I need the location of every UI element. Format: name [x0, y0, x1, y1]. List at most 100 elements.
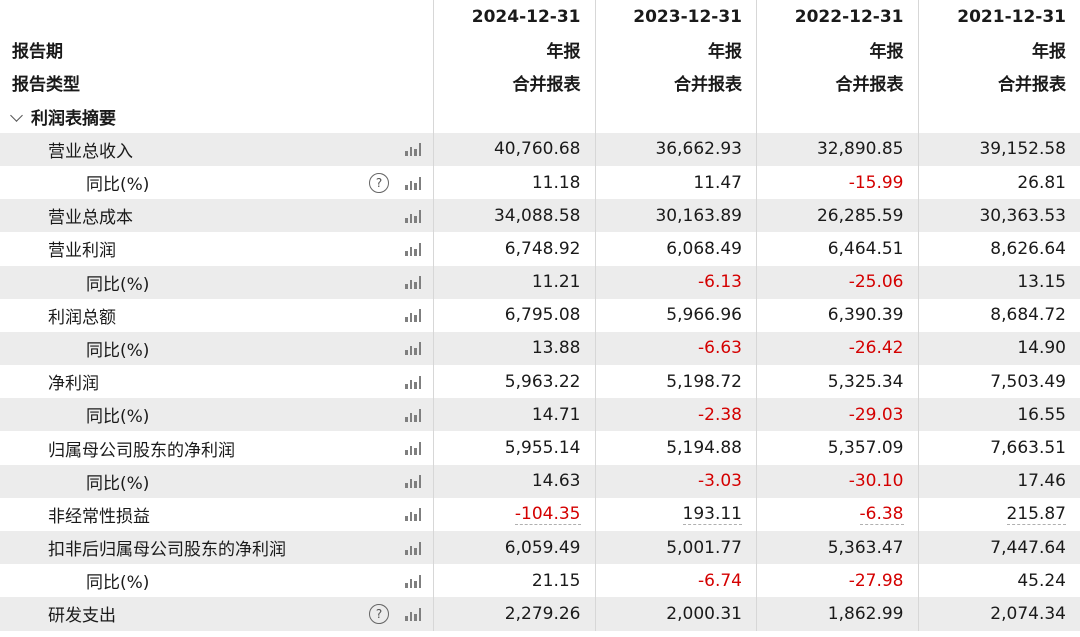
value-cell: 5,955.14 — [434, 431, 596, 465]
chevron-down-icon[interactable] — [10, 108, 23, 122]
cell-value: 39,152.58 — [979, 139, 1066, 160]
row-label: 同比(%) — [86, 573, 150, 594]
value-cell: 11.21 — [434, 265, 596, 299]
value-cell: 21.15 — [434, 564, 596, 598]
cell-value: -29.03 — [848, 404, 904, 425]
cell-value: 34,088.58 — [493, 205, 581, 226]
value-cell: 14.90 — [919, 332, 1080, 365]
bar-chart-icon[interactable] — [405, 408, 421, 422]
report-type-value: 合并报表 — [998, 75, 1066, 96]
value-cell: 5,966.96 — [596, 298, 757, 332]
bar-chart-icon[interactable] — [405, 242, 421, 256]
cell-value: -27.98 — [848, 570, 904, 591]
cell-value: 26,285.59 — [816, 205, 904, 226]
header-date[interactable]: 2021-12-31 — [957, 6, 1066, 27]
bar-chart-icon[interactable] — [405, 209, 421, 223]
cell-value: 5,963.22 — [504, 371, 581, 392]
value-cell: 8,626.64 — [919, 232, 1080, 265]
cell-value: 45.24 — [1017, 570, 1066, 591]
bar-chart-icon[interactable] — [405, 574, 421, 588]
bar-chart-icon[interactable] — [405, 607, 421, 621]
bar-chart-icon[interactable] — [405, 507, 421, 522]
cell-value: 1,862.99 — [827, 603, 904, 624]
header-date[interactable]: 2023-12-31 — [596, 0, 757, 34]
value-cell: 13.88 — [434, 331, 596, 366]
bar-chart-icon[interactable] — [405, 142, 421, 157]
table-row: 非经常性损益 -104.35 193.11 -6.38 215.87 — [0, 497, 1080, 531]
value-cell: 6,748.92 — [434, 232, 596, 266]
help-circle-icon[interactable]: ? — [369, 172, 389, 193]
row-label: 同比(%) — [86, 274, 150, 295]
header-label-cell — [0, 0, 434, 34]
cell-value: 36,662.93 — [655, 139, 742, 160]
cell-value: 7,663.51 — [990, 438, 1066, 459]
cell-value: 5,363.47 — [827, 537, 904, 558]
value-cell: 6,795.08 — [434, 298, 596, 332]
cell-value: 6,059.49 — [504, 537, 581, 558]
row-label-cell: 研发支出? — [0, 597, 434, 631]
bar-chart-icon[interactable] — [405, 308, 421, 323]
value-cell: 5,198.72 — [596, 365, 757, 399]
row-label-cell: 同比(%)? — [0, 165, 434, 200]
row-label-cell: 营业总收入 — [0, 132, 434, 166]
period-value: 年报 — [757, 33, 919, 67]
table-row: 同比(%) 14.63 -3.03 -30.10 17.46 — [0, 464, 1080, 498]
cell-value: 40,760.68 — [493, 139, 581, 160]
bar-chart-icon[interactable] — [405, 176, 421, 190]
value-cell: -6.74 — [596, 564, 757, 598]
table-row: 利润总额 6,795.08 5,966.96 6,390.39 8,684.72 — [0, 298, 1080, 332]
value-cell: 26.81 — [919, 166, 1080, 199]
value-cell: 8,684.72 — [919, 299, 1080, 332]
header-type-row: 报告类型 合并报表 合并报表 合并报表 合并报表 — [0, 66, 1080, 100]
row-label: 营业利润 — [48, 241, 116, 262]
value-cell: -2.38 — [596, 398, 757, 432]
row-label-cell: 营业总成本 — [0, 199, 434, 233]
bar-chart-icon[interactable] — [405, 275, 421, 290]
bar-chart-icon[interactable] — [405, 474, 421, 489]
cell-value: -2.38 — [698, 404, 742, 425]
bar-chart-icon[interactable] — [405, 341, 421, 356]
bar-chart-icon[interactable] — [405, 541, 421, 555]
value-cell: 215.87 — [919, 498, 1080, 531]
cell-value: 5,194.88 — [666, 438, 742, 459]
value-cell: 5,325.34 — [757, 365, 919, 399]
table-row: 同比(%) 13.88 -6.63 -26.42 14.90 — [0, 331, 1080, 366]
value-cell: 30,363.53 — [919, 199, 1080, 232]
value-cell: 5,194.88 — [596, 431, 757, 465]
cell-value: 16.55 — [1017, 404, 1066, 425]
cell-value: 26.81 — [1017, 172, 1066, 193]
value-cell: -6.38 — [757, 497, 919, 531]
value-cell: -27.98 — [757, 564, 919, 598]
cell-value: -6.63 — [698, 338, 742, 359]
cell-value: 13.88 — [531, 338, 581, 359]
row-label-cell: 扣非后归属母公司股东的净利润 — [0, 531, 434, 565]
cell-value: 6,748.92 — [504, 238, 581, 259]
cell-value: -6.38 — [859, 503, 904, 525]
cell-value: -6.13 — [698, 272, 742, 293]
bar-chart-icon[interactable] — [405, 441, 421, 456]
table-row: 营业总收入 40,760.68 36,662.93 32,890.85 39,152.5… — [0, 132, 1080, 166]
value-cell: 34,088.58 — [434, 199, 596, 233]
value-cell: 6,059.49 — [434, 531, 596, 565]
row-label: 营业总收入 — [48, 141, 133, 162]
value-cell: -29.03 — [757, 398, 919, 432]
table-row: 同比(%) 14.71 -2.38 -29.03 16.55 — [0, 398, 1080, 432]
cell-value: 6,390.39 — [827, 305, 904, 326]
value-cell: 30,163.89 — [596, 199, 757, 233]
value-cell: 13.15 — [919, 266, 1080, 299]
value-cell: 14.63 — [434, 464, 596, 498]
header-date[interactable]: 2024-12-31 — [434, 0, 596, 34]
header-date[interactable]: 2022-12-31 — [757, 0, 919, 34]
value-cell: -104.35 — [434, 497, 596, 531]
cell-value: -26.42 — [848, 338, 904, 359]
help-circle-icon[interactable]: ? — [369, 603, 389, 624]
value-cell: 16.55 — [919, 398, 1080, 431]
row-label: 研发支出 — [48, 606, 116, 627]
cell-value: -104.35 — [514, 503, 581, 525]
section-header-row[interactable]: 利润表摘要 — [0, 99, 1080, 133]
bar-chart-icon[interactable] — [405, 375, 421, 389]
value-cell: 2,074.34 — [919, 597, 1080, 630]
table-row: 营业利润 6,748.92 6,068.49 6,464.51 8,626.64 — [0, 232, 1080, 266]
value-cell: 11.47 — [596, 165, 757, 200]
cell-value: 5,001.77 — [666, 537, 742, 558]
